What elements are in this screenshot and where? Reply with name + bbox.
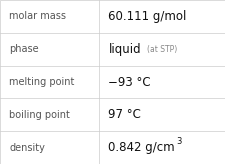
Text: −93 °C: −93 °C — [108, 75, 151, 89]
Text: 97 °C: 97 °C — [108, 108, 141, 121]
Text: 3: 3 — [176, 137, 181, 145]
Text: melting point: melting point — [9, 77, 74, 87]
Text: molar mass: molar mass — [9, 11, 66, 21]
Text: boiling point: boiling point — [9, 110, 70, 120]
Text: liquid: liquid — [108, 43, 140, 56]
Text: (at STP): (at STP) — [146, 45, 176, 54]
Text: density: density — [9, 143, 45, 153]
Text: phase: phase — [9, 44, 38, 54]
Text: 0.842 g/cm: 0.842 g/cm — [108, 141, 174, 154]
Text: 60.111 g/mol: 60.111 g/mol — [108, 10, 186, 23]
